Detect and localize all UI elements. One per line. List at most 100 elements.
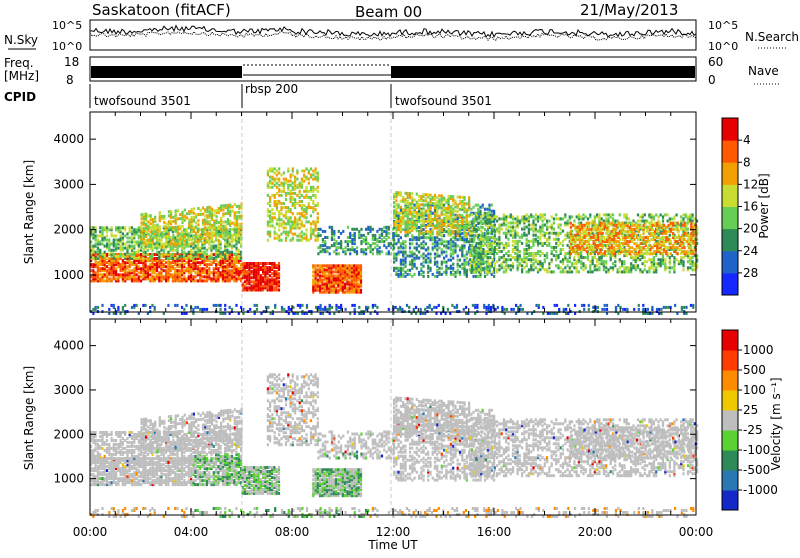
power-cell xyxy=(133,241,135,244)
power-cell xyxy=(423,261,425,264)
power-cell xyxy=(427,236,429,239)
power-cell xyxy=(333,250,335,253)
power-cell xyxy=(209,220,211,223)
power-cell xyxy=(193,236,195,239)
power-cell xyxy=(333,270,335,273)
power-cell xyxy=(229,228,231,231)
power-cell xyxy=(349,252,351,255)
power-cell xyxy=(418,257,420,260)
power-cell xyxy=(126,236,128,239)
power-cell xyxy=(553,254,555,257)
nsearch-label: N.Search xyxy=(745,30,799,44)
power-cell xyxy=(231,222,233,225)
power-cell xyxy=(220,205,222,208)
power-cell xyxy=(438,225,440,228)
power-cell xyxy=(278,210,280,213)
power-cell xyxy=(280,190,282,193)
power-cell xyxy=(448,259,450,262)
power-cell xyxy=(484,228,486,231)
power-cell xyxy=(195,251,197,254)
power-cell xyxy=(471,244,473,247)
power-cell xyxy=(510,264,512,267)
power-cell xyxy=(181,225,183,228)
power-cell xyxy=(610,213,612,216)
power-cell xyxy=(184,235,186,238)
power-cell xyxy=(199,247,201,250)
power-cell xyxy=(206,220,208,223)
power-cell xyxy=(517,264,519,267)
power-cell xyxy=(356,228,358,231)
power-cell xyxy=(476,242,478,245)
power-cell xyxy=(271,194,273,197)
power-cell xyxy=(210,271,212,274)
power-cell xyxy=(482,238,484,241)
power-cell xyxy=(195,271,197,274)
nave-label: Nave xyxy=(748,64,779,78)
power-cell xyxy=(448,195,450,198)
power-cell xyxy=(276,270,278,273)
power-cell xyxy=(429,194,431,197)
power-cell xyxy=(441,261,443,264)
power-cell xyxy=(108,253,110,256)
power-cell xyxy=(466,225,468,228)
power-cell xyxy=(163,233,165,236)
power-cell xyxy=(569,215,571,218)
power-cell xyxy=(521,268,523,271)
power-cell xyxy=(152,240,154,243)
power-cell xyxy=(427,230,429,233)
power-cell xyxy=(197,227,199,230)
power-cell xyxy=(204,251,206,254)
power-cell xyxy=(106,265,108,268)
power-cell xyxy=(459,220,461,223)
power-cell xyxy=(154,275,156,278)
power-cell xyxy=(236,233,238,236)
power-cell xyxy=(346,264,348,267)
power-cell xyxy=(285,227,287,230)
power-cell xyxy=(542,234,544,237)
power-cell xyxy=(592,256,594,259)
power-cell xyxy=(271,212,273,215)
power-cell xyxy=(436,231,438,234)
power-cell xyxy=(596,213,598,216)
power-cell xyxy=(610,266,612,269)
power-cell xyxy=(418,199,420,202)
power-cell xyxy=(416,242,418,245)
power-cell xyxy=(432,273,434,276)
power-cell xyxy=(482,244,484,247)
power-cell xyxy=(596,268,598,271)
power-cell xyxy=(393,267,395,270)
power-cell xyxy=(310,214,312,217)
power-cell xyxy=(333,264,335,267)
power-cell xyxy=(305,220,307,223)
power-cell xyxy=(542,224,544,227)
power-cell xyxy=(200,213,202,216)
power-cell xyxy=(236,211,238,214)
power-cell xyxy=(238,267,240,270)
power-cell xyxy=(280,202,282,205)
power-cell xyxy=(395,271,397,274)
power-cell xyxy=(193,242,195,245)
power-cell xyxy=(160,243,162,246)
power-cell xyxy=(528,268,530,271)
power-cell xyxy=(145,213,147,216)
power-cell xyxy=(218,207,220,210)
power-cell xyxy=(395,267,397,270)
power-cell xyxy=(427,261,429,264)
power-cell xyxy=(170,255,172,258)
power-cell xyxy=(404,244,406,247)
power-cell xyxy=(452,222,454,225)
cpid-segment-2: rbsp 200 xyxy=(245,82,298,96)
power-cell xyxy=(438,238,440,241)
power-cell xyxy=(213,267,215,270)
power-cell xyxy=(414,207,416,210)
power-cell xyxy=(201,275,203,278)
power-cell xyxy=(108,257,110,260)
power-cell xyxy=(514,252,516,255)
power-cell xyxy=(225,239,227,242)
power-cell xyxy=(337,289,339,292)
power-cell xyxy=(471,258,473,261)
power-cell xyxy=(188,275,190,278)
power-cell xyxy=(436,236,438,239)
power-cell xyxy=(122,273,124,276)
power-cell xyxy=(308,182,310,185)
